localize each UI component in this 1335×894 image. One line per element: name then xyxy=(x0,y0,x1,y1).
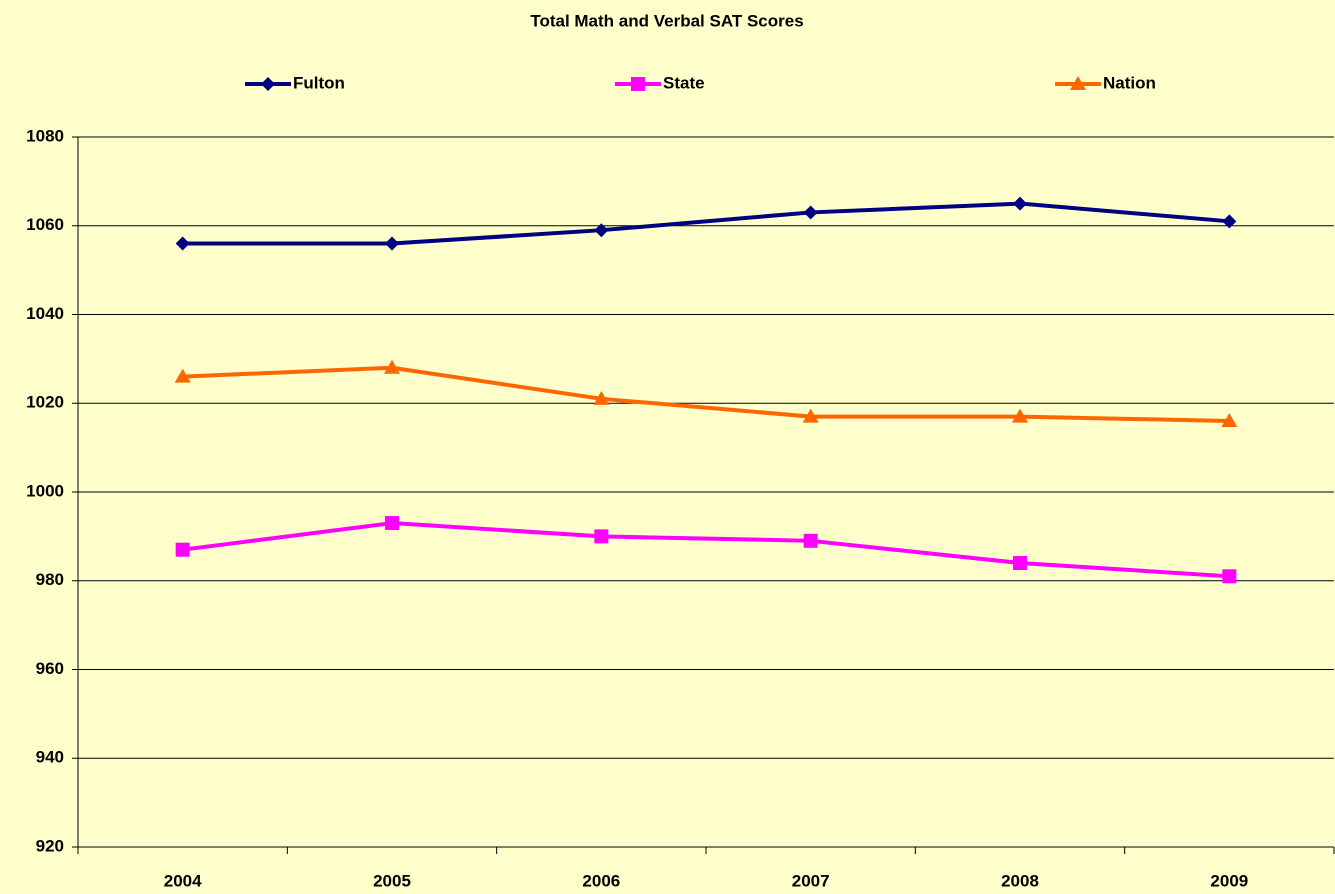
marker xyxy=(385,516,399,531)
marker xyxy=(1013,556,1027,570)
chart-title: Total Math and Verbal SAT Scores xyxy=(530,11,803,30)
legend-label: Fulton xyxy=(293,73,345,92)
y-tick-label: 980 xyxy=(36,570,64,589)
series-line xyxy=(182,201,1230,246)
x-tick-label: 2008 xyxy=(1001,871,1039,890)
x-tick-label: 2006 xyxy=(582,871,620,890)
x-tick-label: 2007 xyxy=(792,871,830,890)
series-line xyxy=(182,521,1230,579)
marker xyxy=(1222,569,1237,584)
y-tick-label: 940 xyxy=(36,748,64,767)
y-tick-label: 1040 xyxy=(26,304,64,323)
marker xyxy=(1221,413,1238,427)
marker xyxy=(1012,408,1028,423)
y-tick-label: 960 xyxy=(36,659,64,678)
x-tick-label: 2009 xyxy=(1210,871,1248,890)
marker xyxy=(384,359,400,374)
marker xyxy=(631,77,645,91)
marker xyxy=(593,390,610,405)
marker xyxy=(174,368,191,383)
marker xyxy=(803,533,818,548)
marker xyxy=(803,205,818,220)
marker xyxy=(1013,196,1027,211)
x-tick-label: 2005 xyxy=(373,871,411,890)
legend-label: State xyxy=(663,73,705,92)
marker xyxy=(175,542,190,557)
marker xyxy=(1222,214,1237,229)
x-tick-label: 2004 xyxy=(164,871,202,890)
legend-label: Nation xyxy=(1103,73,1156,92)
series-line xyxy=(182,365,1230,423)
marker xyxy=(261,77,275,91)
marker xyxy=(1070,76,1086,90)
y-tick-label: 1020 xyxy=(26,393,64,412)
y-tick-label: 1060 xyxy=(26,215,64,234)
marker xyxy=(385,236,399,251)
y-tick-label: 1000 xyxy=(26,481,64,500)
marker xyxy=(594,223,609,238)
y-tick-label: 1080 xyxy=(26,126,64,145)
marker xyxy=(802,408,819,423)
y-tick-label: 920 xyxy=(36,836,64,855)
marker xyxy=(175,236,190,251)
marker xyxy=(594,529,609,544)
